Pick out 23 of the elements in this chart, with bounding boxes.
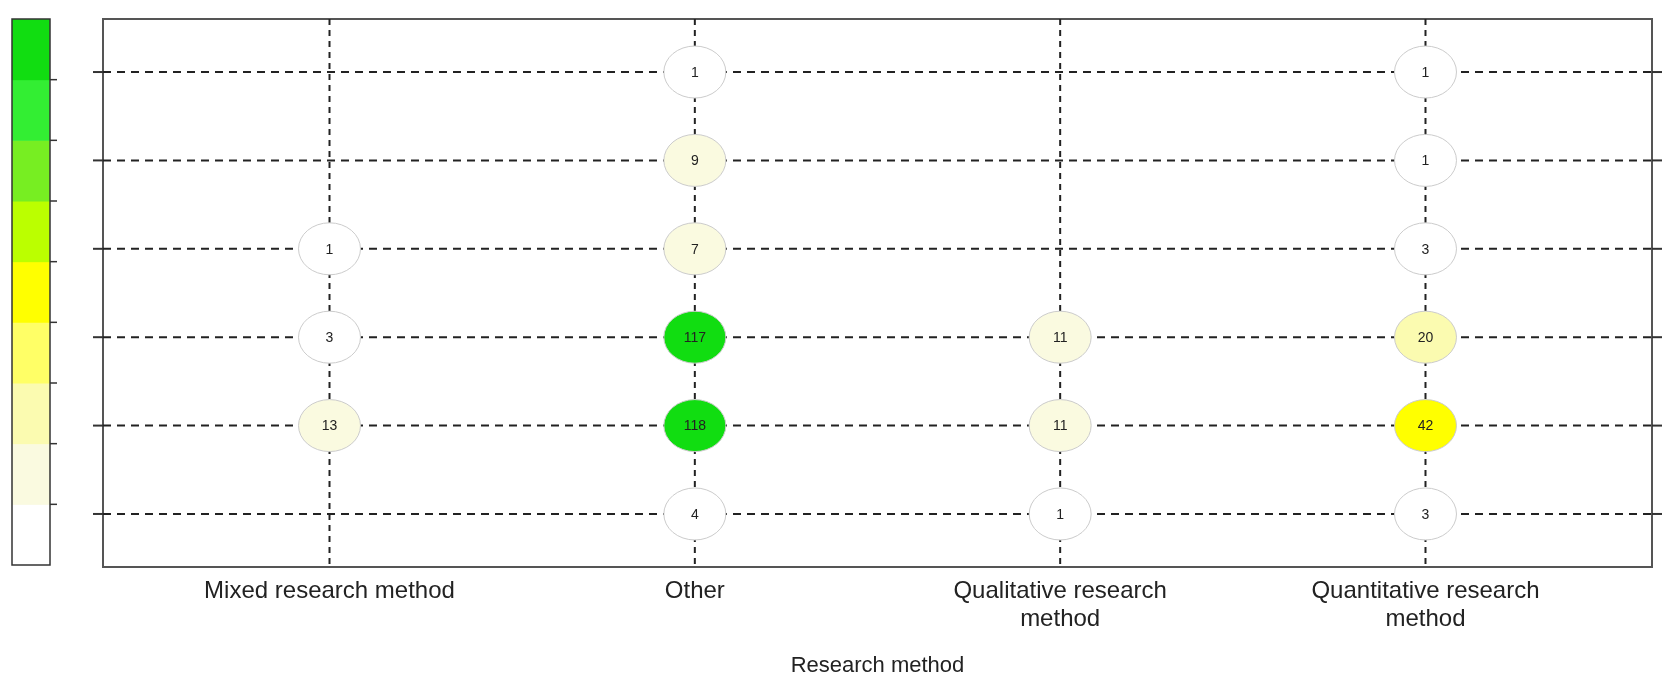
x-axis-title: Research method (790, 652, 965, 677)
data-label: 13 (321, 417, 338, 434)
data-label: 3 (1421, 505, 1430, 522)
data-label: 4 (690, 505, 699, 522)
data-label: 3 (1421, 240, 1430, 257)
data-label: 7 (690, 240, 699, 257)
data-label: 3 (325, 329, 334, 346)
data-label: 1 (325, 240, 334, 257)
data-label: 9 (690, 152, 699, 169)
data-label: 1 (1056, 505, 1065, 522)
x-tick-label: Quantitative research method (1311, 576, 1540, 631)
data-label: 117 (683, 329, 707, 346)
x-tick-label: Other (664, 576, 725, 603)
x-tick-label: Mixed research method (204, 576, 455, 603)
data-label: 1 (690, 63, 699, 80)
data-label: 11 (1052, 329, 1068, 346)
data-label: 42 (1417, 417, 1434, 434)
data-label: 11 (1052, 417, 1068, 434)
data-label: 1 (1421, 63, 1430, 80)
data-label: 20 (1417, 329, 1434, 346)
data-label: 1 (1421, 152, 1430, 169)
data-label: 118 (683, 417, 707, 434)
x-tick-label: Qualitative research method (953, 576, 1167, 631)
